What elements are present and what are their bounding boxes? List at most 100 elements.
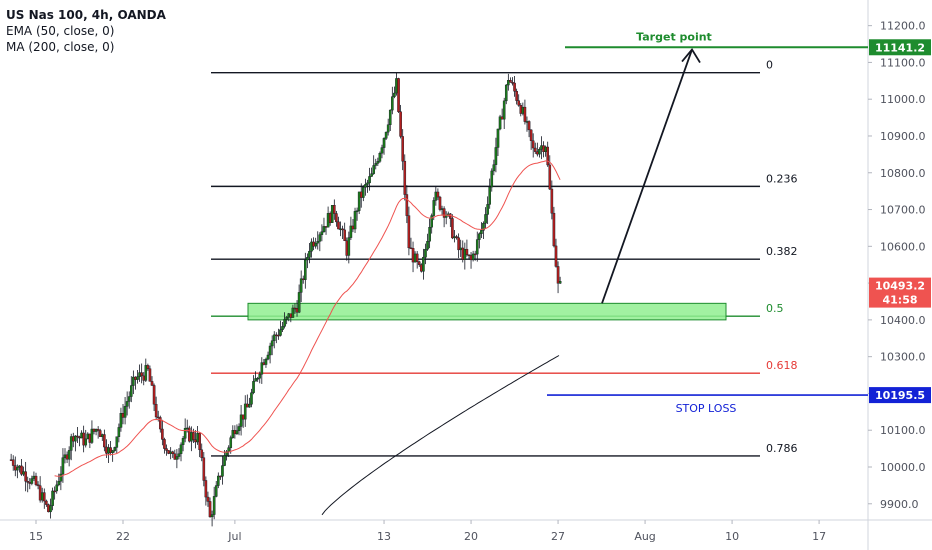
x-tick-label: 15 [29, 530, 43, 543]
candle [192, 432, 195, 440]
candle [196, 433, 199, 443]
candles-group [9, 72, 562, 527]
candle [527, 121, 531, 131]
y-tick-label: 10400.0 [880, 314, 926, 327]
price-label-current [869, 277, 931, 308]
candle [53, 490, 56, 493]
candle [536, 151, 539, 155]
candle [326, 213, 330, 228]
candle [542, 145, 545, 153]
fib-level-label: 0.236 [766, 172, 798, 185]
candle [109, 447, 112, 453]
candle [132, 376, 135, 386]
candle [301, 278, 305, 280]
candle [45, 500, 48, 505]
legend-ema[interactable]: EMA (50, close, 0) [6, 24, 115, 38]
candle [217, 475, 220, 486]
candle [136, 376, 139, 380]
candle [486, 204, 489, 215]
candle [287, 313, 291, 318]
candle [107, 447, 110, 454]
candle [490, 170, 494, 188]
candle [540, 145, 543, 150]
candle [266, 354, 270, 360]
y-tick-label: 10000.0 [880, 461, 926, 474]
candle [507, 80, 510, 86]
candle [500, 116, 504, 120]
legend-ma[interactable]: MA (200, close, 0) [6, 40, 115, 54]
candle [436, 191, 440, 198]
candle [523, 106, 527, 122]
candle [272, 334, 276, 341]
candle [80, 432, 83, 439]
candle [200, 449, 204, 458]
ema-line [54, 160, 561, 477]
candle [212, 496, 216, 515]
candle [554, 245, 558, 267]
candle [355, 210, 359, 212]
candle [229, 437, 233, 448]
candle [343, 229, 346, 242]
candle [28, 482, 32, 484]
candle [260, 362, 264, 375]
candle [318, 234, 322, 242]
candle [241, 414, 245, 420]
candle [258, 374, 262, 379]
candle [498, 116, 502, 130]
candle [415, 253, 419, 262]
candle [376, 161, 380, 164]
candle [36, 484, 40, 486]
candle [461, 247, 465, 260]
candle [142, 375, 146, 381]
candle [67, 450, 71, 460]
candle [117, 427, 121, 437]
fib-level-label: 0.382 [766, 245, 798, 258]
candle [351, 225, 355, 230]
candle [140, 372, 143, 377]
candle [378, 153, 382, 162]
candle [82, 432, 85, 446]
candle [206, 496, 210, 502]
candle [509, 80, 512, 83]
candle [113, 447, 117, 451]
candle [16, 467, 19, 471]
candle [134, 376, 137, 380]
candle [208, 501, 212, 518]
support-zone [247, 302, 727, 321]
candle [306, 257, 309, 261]
candle [546, 146, 550, 166]
candle [268, 345, 272, 356]
y-tick-label: 11000.0 [880, 93, 926, 106]
candle [463, 248, 467, 260]
candle [223, 455, 226, 466]
candle [32, 475, 36, 479]
candle [502, 100, 506, 120]
candle [488, 186, 491, 205]
candle [345, 240, 349, 256]
candle [9, 459, 13, 461]
fib-level-label: 0.618 [766, 359, 798, 372]
x-tick-label: Aug [634, 530, 655, 543]
candle [426, 241, 429, 250]
candle [74, 435, 77, 442]
candle [556, 266, 560, 284]
candle [471, 253, 475, 261]
x-tick-label: 20 [464, 530, 478, 543]
candle [179, 444, 183, 454]
candle [289, 313, 293, 318]
candle [88, 433, 92, 443]
candle [533, 147, 537, 152]
candle [59, 473, 63, 482]
y-tick-label: 11100.0 [880, 56, 926, 69]
legend-title[interactable]: US Nas 100, 4h, OANDA [6, 8, 166, 22]
candle [478, 233, 481, 240]
candle [401, 136, 404, 162]
stop-loss-label: STOP LOSS [676, 402, 737, 415]
candle [374, 163, 378, 166]
candle [235, 430, 239, 435]
candle [411, 247, 415, 263]
candle [357, 191, 361, 211]
candle [163, 439, 166, 449]
